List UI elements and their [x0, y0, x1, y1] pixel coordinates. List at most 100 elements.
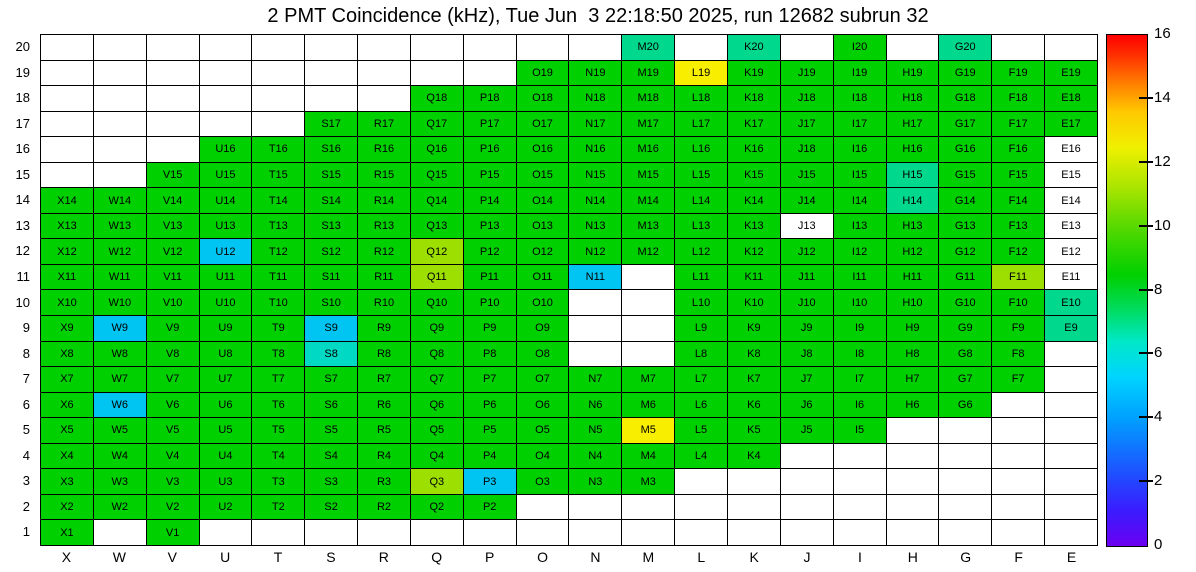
heatmap-cell: R10 — [357, 289, 411, 317]
heatmap-cell: S7 — [304, 366, 359, 393]
heatmap-cell: J14 — [779, 187, 834, 214]
heatmap-cell: M16 — [621, 136, 676, 163]
heatmap-cell-empty — [674, 34, 728, 61]
heatmap-cell: H19 — [885, 59, 940, 87]
heatmap-cell: O5 — [515, 417, 570, 444]
heatmap-cell: K20 — [726, 34, 781, 61]
heatmap-cell-empty — [885, 442, 940, 470]
heatmap-cell: K8 — [726, 340, 781, 368]
heatmap-cell: Q8 — [409, 340, 464, 368]
heatmap-cell: N16 — [568, 136, 623, 163]
heatmap-cell-empty — [1044, 519, 1098, 546]
heatmap-cell: M18 — [621, 85, 676, 112]
heatmap-cell: X1 — [40, 519, 94, 546]
heatmap-cell-empty — [145, 85, 200, 112]
heatmap-cell-empty — [674, 519, 728, 546]
heatmap-cell: N4 — [568, 442, 623, 470]
heatmap-cell: M4 — [621, 442, 676, 470]
heatmap-cell: V12 — [145, 238, 200, 265]
heatmap-cell: V14 — [145, 187, 200, 214]
heatmap-cell: I19 — [832, 59, 887, 87]
heatmap-cell: P11 — [462, 263, 517, 291]
heatmap-cell: P10 — [462, 289, 517, 317]
heatmap-cell: R4 — [357, 442, 411, 470]
heatmap-cell-empty — [568, 315, 623, 342]
y-axis-label: 17 — [15, 115, 30, 131]
heatmap-cell: L19 — [674, 59, 728, 87]
heatmap-grid: M20 K20 I20 G20 O19 N19 M19 L19 K19 J19 I19 H19 G19 F… — [40, 34, 1098, 546]
y-axis-label: 5 — [22, 422, 30, 438]
heatmap-cell: H14 — [885, 187, 940, 214]
colorbar-tick — [1139, 160, 1153, 163]
x-axis-label: H — [907, 549, 918, 565]
heatmap-cell-empty — [885, 519, 940, 546]
heatmap-cell: W5 — [92, 417, 147, 444]
colorbar-tick-label: 10 — [1154, 216, 1171, 234]
x-axis-label: W — [112, 549, 126, 565]
heatmap-cell: K6 — [726, 391, 781, 419]
heatmap-cell: G6 — [938, 391, 993, 419]
heatmap-cell: O6 — [515, 391, 570, 419]
heatmap-cell: F18 — [991, 85, 1046, 112]
heatmap-cell: Q10 — [409, 289, 464, 317]
heatmap-cell: M5 — [621, 417, 676, 444]
heatmap-cell: R7 — [357, 366, 411, 393]
heatmap-cell-empty — [1044, 417, 1098, 444]
heatmap-cell: X4 — [40, 442, 94, 470]
heatmap-cell: I20 — [832, 34, 887, 61]
heatmap-cell: P17 — [462, 110, 517, 138]
heatmap-cell: P12 — [462, 238, 517, 265]
heatmap-cell-empty — [938, 442, 993, 470]
heatmap-cell: Q4 — [409, 442, 464, 470]
heatmap-cell: V4 — [145, 442, 200, 470]
y-axis-label: 14 — [15, 192, 30, 208]
heatmap-cell-empty — [885, 417, 940, 444]
heatmap-cell: E18 — [1044, 85, 1098, 112]
heatmap-cell: P4 — [462, 442, 517, 470]
heatmap-cell-empty — [621, 340, 676, 368]
heatmap-cell: F17 — [991, 110, 1046, 138]
heatmap-cell: W4 — [92, 442, 147, 470]
heatmap-cell-empty — [726, 468, 781, 495]
heatmap-cell: F11 — [991, 263, 1046, 291]
heatmap-cell: Q6 — [409, 391, 464, 419]
colorbar-tick — [1139, 352, 1153, 355]
colorbar-tick-label: 4 — [1154, 408, 1163, 426]
heatmap-cell: T2 — [251, 493, 306, 521]
heatmap-cell: M7 — [621, 366, 676, 393]
heatmap-cell-empty — [92, 161, 147, 189]
heatmap-cell-empty — [568, 493, 623, 521]
heatmap-cell-empty — [251, 519, 306, 546]
heatmap-cell: R9 — [357, 315, 411, 342]
heatmap-cell: X6 — [40, 391, 94, 419]
x-axis-label: P — [484, 549, 495, 565]
heatmap-cell-empty — [938, 417, 993, 444]
heatmap-cell: Q12 — [409, 238, 464, 265]
x-axis-label: U — [220, 549, 231, 565]
heatmap-cell: L10 — [674, 289, 728, 317]
heatmap-cell: R5 — [357, 417, 411, 444]
colorbar-tick-label: 14 — [1154, 88, 1171, 106]
heatmap-cell: I14 — [832, 187, 887, 214]
heatmap-cell: G9 — [938, 315, 993, 342]
colorbar-tick-label: 6 — [1154, 344, 1163, 362]
heatmap-cell: J8 — [779, 340, 834, 368]
heatmap-cell: S8 — [304, 340, 359, 368]
heatmap-cell-empty — [198, 34, 253, 61]
heatmap-cell: F15 — [991, 161, 1046, 189]
heatmap-cell-empty — [92, 110, 147, 138]
heatmap-cell: F16 — [991, 136, 1046, 163]
heatmap-cell-empty — [779, 442, 834, 470]
heatmap-cell: N18 — [568, 85, 623, 112]
colorbar-tick-label: 12 — [1154, 152, 1171, 170]
heatmap-cell: I18 — [832, 85, 887, 112]
heatmap-cell-empty — [462, 59, 517, 87]
heatmap-cell: Q2 — [409, 493, 464, 521]
heatmap-cell-empty — [198, 519, 253, 546]
heatmap-cell-empty — [1044, 493, 1098, 521]
heatmap-cell: S10 — [304, 289, 359, 317]
colorbar-tick-label: 0 — [1154, 536, 1163, 553]
heatmap-cell: I8 — [832, 340, 887, 368]
x-axis-label: L — [697, 549, 706, 565]
heatmap-cell: H7 — [885, 366, 940, 393]
